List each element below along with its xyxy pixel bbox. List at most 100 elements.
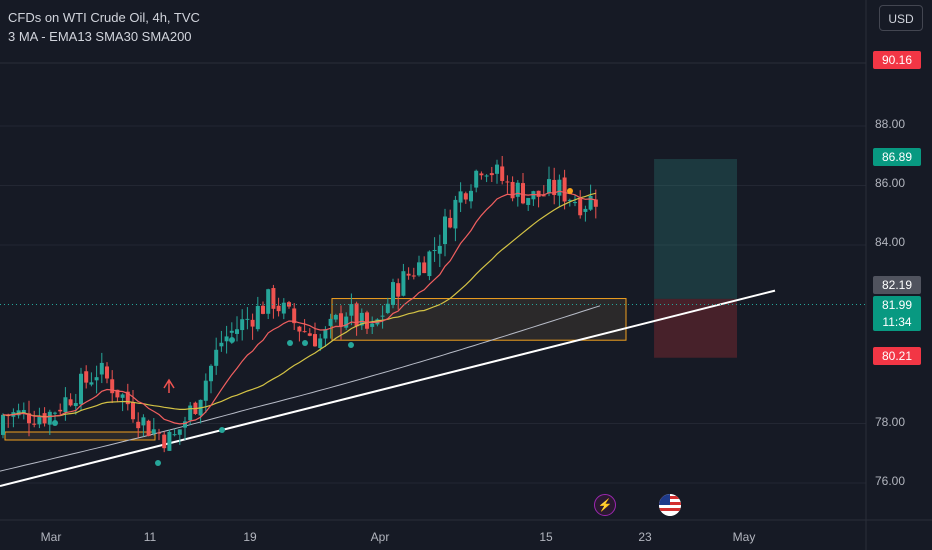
signal-dot: [219, 427, 225, 433]
signal-dot: [52, 420, 58, 426]
candle: [99, 362, 104, 375]
candle: [474, 170, 479, 188]
candle: [531, 191, 536, 200]
candle: [219, 342, 224, 347]
candle: [47, 411, 52, 425]
candle: [136, 421, 141, 429]
candle: [188, 405, 193, 421]
price-tick: 88.00: [875, 117, 906, 131]
time-tick: 15: [539, 530, 553, 544]
candle: [510, 181, 515, 199]
signal-dot: [348, 342, 354, 348]
candle: [521, 183, 525, 204]
candle: [151, 429, 156, 434]
candle: [125, 391, 130, 405]
demand-zone-early: [4, 431, 156, 441]
indicator-legend[interactable]: 3 MA - EMA13 SMA30 SMA200: [8, 29, 192, 44]
candle: [94, 377, 99, 381]
candle: [157, 432, 161, 434]
candle: [349, 304, 354, 316]
candle: [401, 271, 406, 296]
candle: [552, 179, 557, 196]
candle: [214, 349, 219, 366]
time-tick: 19: [243, 530, 257, 544]
candle: [406, 273, 411, 276]
candle: [146, 420, 151, 437]
candle: [240, 319, 245, 331]
candle: [578, 198, 583, 216]
candle: [463, 193, 468, 200]
candle: [84, 371, 89, 383]
candle: [422, 262, 427, 274]
stop-zone: [654, 298, 737, 358]
candle: [21, 409, 26, 413]
current-price-badge: 81.99: [873, 296, 921, 314]
candle: [255, 305, 260, 330]
candle: [432, 250, 437, 252]
target-price-badge: 86.89: [873, 148, 921, 166]
candle: [515, 182, 520, 197]
candle: [313, 334, 317, 347]
candle: [583, 208, 588, 212]
chart-title: CFDs on WTI Crude Oil, 4h, TVC: [8, 10, 200, 25]
candle: [307, 333, 312, 336]
candle: [495, 164, 499, 174]
signal-dot: [155, 460, 161, 466]
candle: [209, 365, 213, 382]
candle: [417, 262, 421, 276]
candle: [172, 434, 177, 436]
candle: [484, 175, 489, 177]
price-tick: 86.00: [875, 176, 906, 190]
candle: [354, 303, 359, 327]
target-zone: [654, 159, 737, 299]
sma200-line: [0, 305, 601, 472]
candle: [557, 179, 562, 196]
us-flag-icon[interactable]: [659, 494, 681, 516]
candle: [505, 181, 510, 183]
candle: [489, 173, 494, 176]
candle: [453, 199, 458, 229]
candle: [588, 195, 593, 210]
candle: [396, 283, 401, 297]
candle: [37, 416, 42, 425]
candle: [63, 397, 68, 413]
candle: [68, 399, 73, 406]
candle: [427, 251, 432, 277]
candle: [573, 202, 577, 204]
candle: [567, 199, 572, 201]
candle: [380, 315, 385, 317]
candle: [261, 305, 265, 314]
candle: [292, 308, 297, 324]
candle: [203, 380, 208, 401]
candle: [391, 282, 395, 305]
candle: [469, 190, 473, 202]
ema13-line: [2, 190, 596, 425]
candle: [42, 413, 47, 424]
candle: [276, 305, 281, 312]
candle: [177, 429, 182, 435]
candle: [359, 312, 364, 326]
demand-zone: [331, 298, 627, 341]
candle: [110, 379, 115, 394]
time-tick: May: [732, 530, 756, 544]
candle: [411, 275, 416, 277]
candle: [365, 312, 369, 329]
signal-dot: [287, 340, 293, 346]
candle: [53, 412, 57, 414]
trendline: [0, 289, 776, 487]
candle: [437, 245, 442, 254]
candle: [448, 217, 453, 228]
candle: [370, 323, 375, 327]
candle: [328, 318, 333, 326]
lightning-icon[interactable]: ⚡: [594, 494, 616, 516]
candle: [500, 166, 505, 181]
currency-button[interactable]: USD: [879, 5, 923, 31]
price-tick: 78.00: [875, 415, 906, 429]
candle: [536, 190, 541, 197]
candle: [271, 288, 276, 309]
candle: [344, 316, 349, 328]
stop-price-badge: 80.21: [873, 347, 921, 365]
candle: [593, 199, 598, 207]
candle: [339, 313, 343, 327]
